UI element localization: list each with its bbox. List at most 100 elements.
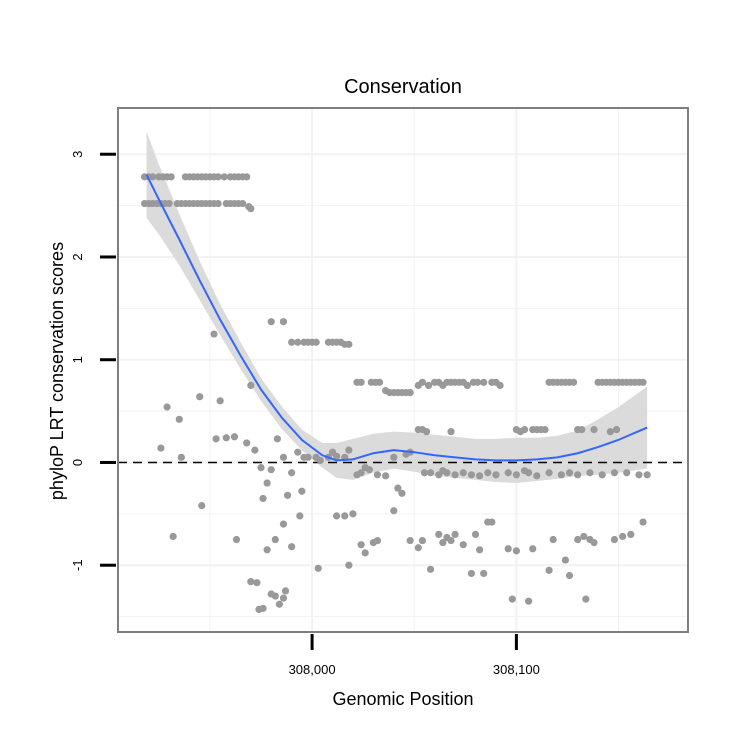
data-point [279,453,288,461]
data-point [251,446,259,454]
data-point [279,594,288,602]
data-point [345,561,353,569]
data-point [504,545,512,553]
data-point [418,378,427,386]
data-point [357,469,365,477]
data-point [316,456,324,465]
data-point [163,403,171,411]
data-point [247,381,255,390]
data-point [167,173,175,181]
data-point [476,546,484,554]
data-point [443,469,451,477]
data-point [467,471,476,479]
data-point [451,471,459,479]
data-point [382,472,390,480]
data-point [643,471,651,479]
data-point [496,381,504,390]
data-point [214,199,222,208]
data-point [627,530,635,538]
data-point [635,471,643,479]
data-point [582,595,590,603]
data-point [257,464,265,472]
data-point [345,340,353,348]
data-point [574,471,582,479]
data-point [288,543,296,551]
data-point [394,484,402,492]
data-point [447,536,455,545]
data-point [243,173,251,181]
data-point [439,539,447,547]
x-tick-label: 308,100 [493,662,540,677]
data-point [243,439,251,447]
data-point [471,530,480,538]
data-point [480,569,488,578]
y-tick-label: 2 [70,253,85,260]
data-point [271,535,279,544]
data-point [459,469,467,477]
data-point [590,425,598,434]
data-point [610,469,619,477]
y-tick-label: 1 [70,356,85,363]
data-point [606,428,614,436]
data-point [230,433,239,441]
data-point [426,469,435,477]
data-point [533,472,541,480]
confidence-band-area [146,131,648,484]
data-point [435,530,443,538]
data-point [406,536,414,545]
data-point [373,471,382,479]
data-point [314,564,322,572]
data-point [512,471,520,479]
data-point [557,471,565,479]
data-point [259,604,267,612]
data-point [361,549,369,557]
data-point [545,469,553,477]
data-point [220,173,228,181]
data-point [610,535,619,544]
data-point [271,592,279,600]
data-point [149,173,157,181]
data-point [420,469,429,477]
data-point [424,381,433,390]
data-point [263,479,271,487]
x-axis-title: Genomic Position [332,689,473,709]
data-point [296,512,304,520]
x-tick-label: 308,000 [289,662,336,677]
data-point [426,565,435,573]
data-point [373,536,382,545]
data-point [263,546,271,554]
data-point [390,507,398,515]
data-point [312,338,320,346]
data-point [414,425,422,434]
data-point [565,571,574,580]
data-point [467,569,476,578]
data-point [508,595,516,603]
data-point [549,535,557,544]
data-point [267,318,275,326]
data-point [569,378,578,386]
data-point [198,502,206,510]
data-point [247,205,255,213]
data-point [279,318,288,326]
data-point [623,469,631,477]
data-point [288,469,296,477]
data-point [586,469,594,477]
data-point [525,597,533,605]
data-point [232,535,241,544]
data-point [529,545,537,553]
data-point [345,446,353,454]
data-point [247,578,255,586]
data-point [480,378,488,386]
data-point [175,415,183,423]
data-point [398,489,406,497]
data-point [639,518,647,526]
data-points [140,173,651,613]
x-axis: 308,000 308,100 [289,634,540,677]
data-point [590,539,598,547]
panel-background [118,108,688,632]
data-point [216,397,224,405]
data-point [341,512,349,520]
data-point [541,425,549,434]
data-point [210,330,218,338]
